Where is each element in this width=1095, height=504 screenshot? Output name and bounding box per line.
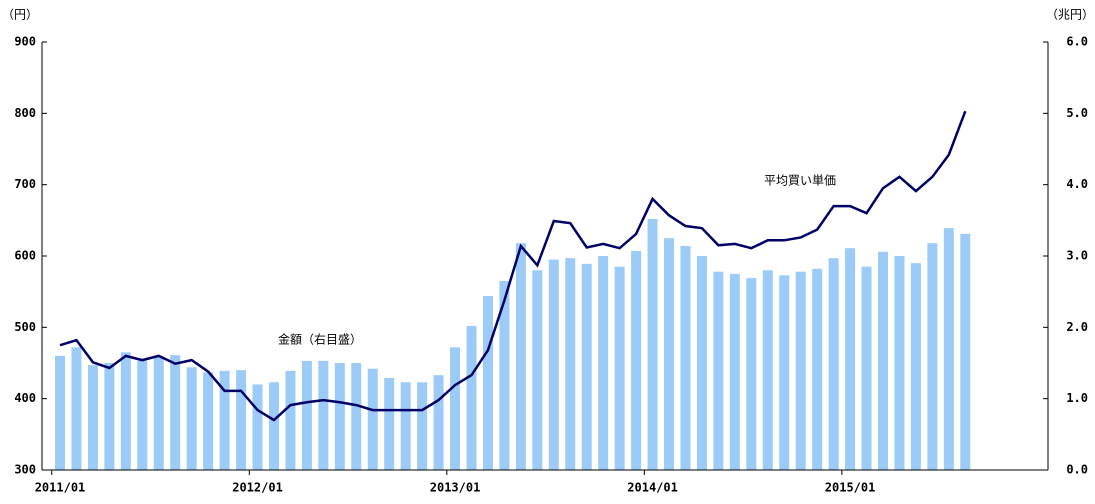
x-tick-label: 2011/01 (35, 481, 86, 495)
bar (466, 325, 477, 470)
annotation: 平均買い単価 (764, 174, 836, 188)
x-tick-label: 2012/01 (232, 481, 283, 495)
bar (746, 278, 757, 470)
bar (482, 295, 493, 470)
bar (647, 218, 658, 470)
y-tick-label: 700 (14, 177, 36, 191)
y2-tick-label: 5.0 (1066, 106, 1088, 120)
bar (927, 243, 938, 470)
bar (120, 352, 131, 470)
bar (186, 367, 197, 470)
bar (219, 370, 230, 470)
bar (680, 246, 691, 470)
bar (417, 382, 428, 470)
y2-tick-label: 3.0 (1066, 249, 1088, 263)
bar (400, 382, 411, 470)
y-unit: （円） (2, 8, 38, 22)
y-tick-label: 300 (14, 463, 36, 477)
x-tick-label: 2015/01 (825, 481, 876, 495)
bar (614, 266, 625, 470)
bar (762, 270, 773, 470)
y-tick-label: 400 (14, 391, 36, 405)
y2-unit: （兆円） (1046, 8, 1094, 22)
y2-tick-label: 1.0 (1066, 391, 1088, 405)
bar (203, 372, 214, 470)
bar (878, 251, 888, 470)
bar (301, 360, 312, 470)
bar (334, 363, 345, 470)
y-tick-label: 800 (14, 106, 36, 120)
bar (236, 370, 247, 470)
bar (285, 370, 296, 470)
bar (812, 268, 823, 470)
y-tick-label: 500 (14, 320, 36, 334)
bar (565, 258, 576, 470)
bar (367, 368, 378, 470)
bar (581, 263, 592, 470)
bar (943, 228, 954, 470)
bar (779, 275, 790, 470)
y2-tick-label: 6.0 (1066, 35, 1088, 49)
bar (515, 243, 526, 470)
x-tick-label: 2014/01 (627, 481, 678, 495)
bar (894, 256, 905, 470)
bar (960, 233, 971, 470)
bar (861, 266, 872, 470)
bar (170, 355, 181, 470)
bar (153, 357, 164, 470)
bar (532, 270, 543, 470)
bar (55, 355, 65, 470)
bar (696, 256, 707, 470)
line (59, 110, 967, 422)
bar (433, 375, 444, 470)
bar (87, 365, 98, 470)
bar (713, 271, 724, 470)
bar (351, 363, 362, 470)
bar (450, 347, 461, 470)
bar (664, 238, 675, 470)
bar (598, 256, 609, 470)
bar (795, 271, 806, 470)
bar (729, 273, 740, 470)
bar (137, 360, 148, 470)
bar (318, 360, 329, 470)
bar (499, 280, 510, 470)
bar (845, 248, 856, 470)
bar (252, 384, 263, 470)
bar (631, 251, 642, 470)
y-tick-label: 900 (14, 35, 36, 49)
y2-tick-label: 0.0 (1066, 463, 1088, 477)
bar (384, 377, 395, 470)
x-tick-label: 2013/01 (430, 481, 481, 495)
bar (828, 258, 839, 470)
bar (910, 263, 921, 470)
bar (268, 382, 279, 470)
y2-tick-label: 2.0 (1066, 320, 1088, 334)
annotation: 金額（右目盛） (278, 332, 362, 347)
bar (71, 347, 82, 470)
bar (548, 259, 559, 470)
y2-tick-label: 4.0 (1066, 177, 1088, 191)
bar (104, 363, 115, 470)
y-tick-label: 600 (14, 249, 36, 263)
